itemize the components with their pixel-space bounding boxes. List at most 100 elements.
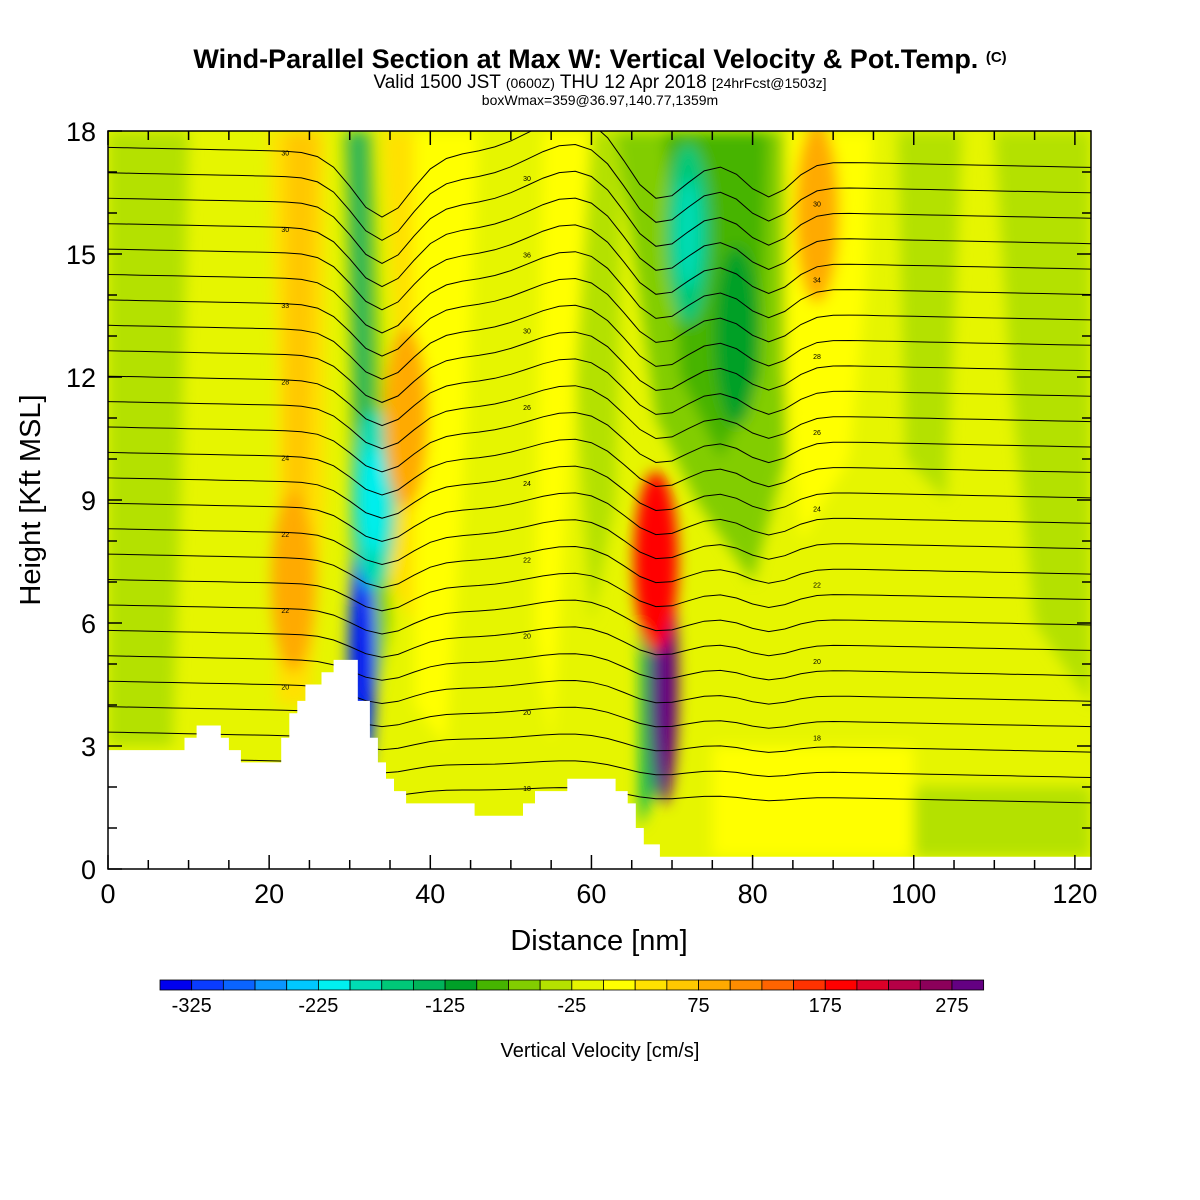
theta-contour	[108, 197, 1091, 288]
theta-contour	[108, 599, 1091, 635]
colorbar-swatch	[413, 979, 446, 991]
contour-label: 24	[523, 481, 531, 488]
y-tick-labels: 0 3 6 9 12 15 18	[66, 117, 96, 885]
velocity-core	[643, 507, 669, 616]
colorbar-swatch	[698, 979, 731, 991]
field-band	[535, 131, 592, 746]
theta-contour	[108, 170, 1091, 264]
valid-prefix: Valid 1500 JST	[373, 72, 501, 93]
theta-contour	[108, 438, 1091, 496]
theta-contour	[108, 653, 1091, 681]
theta-contour	[108, 385, 1091, 450]
theta-contour	[108, 304, 1091, 380]
colorbar-tick-labels: -325 -225 -125 -25 75 175 275	[172, 995, 969, 1017]
contour-label: 34	[813, 278, 821, 285]
theta-contour	[108, 679, 1091, 705]
contour-label: 28	[281, 379, 289, 386]
colorbar-swatch	[381, 979, 414, 991]
x-tick-labels: 0 20 40 60 80 100 120	[100, 879, 1097, 909]
x-tick-label: 80	[738, 879, 768, 909]
x-tick-label: 40	[415, 879, 445, 909]
velocity-core	[676, 179, 701, 288]
box-info: boxWmax=359@36.97,140.77,1359m	[481, 92, 719, 108]
theta-contour	[108, 251, 1091, 334]
colorbar	[159, 979, 985, 991]
theta-contour	[108, 143, 1091, 241]
contour-label: 30	[281, 151, 289, 158]
contour-label: 24	[813, 506, 821, 513]
y-tick-label: 6	[81, 609, 96, 639]
colorbar-swatch	[317, 979, 351, 991]
colorbar-swatch	[603, 979, 636, 991]
colorbar-swatch	[571, 979, 604, 991]
field-band	[897, 131, 963, 500]
plot-area: 30 30 30 30 36 34 33 30 28 28 26 26 24 24 24 22 22 22 22 20…	[108, 131, 1091, 869]
colorbar-swatch	[856, 979, 890, 991]
field-band	[994, 131, 1091, 705]
theta-contour	[108, 757, 1091, 778]
velocity-core	[354, 592, 370, 736]
y-tick-label: 18	[66, 117, 96, 147]
theta-contour	[108, 731, 1091, 753]
forecast-info: [24hrFcst@1503z]	[711, 75, 827, 91]
colorbar-tick-label: 275	[935, 995, 968, 1017]
chart-title-text: Wind-Parallel Section at Max W: Vertical…	[193, 44, 979, 74]
y-tick-label: 9	[81, 486, 96, 516]
contour-label: 33	[281, 303, 289, 310]
colorbar-swatch	[539, 979, 573, 991]
colorbar-tick-label: 75	[687, 995, 709, 1017]
theta-contour	[108, 572, 1091, 612]
theta-contour	[108, 224, 1091, 311]
colorbar-tick-label: -125	[425, 995, 465, 1017]
colorbar-swatch	[729, 979, 763, 991]
y-tick-label: 15	[66, 240, 96, 270]
contour-label: 18	[813, 735, 821, 742]
colorbar-swatch	[888, 979, 921, 991]
theta-contour	[108, 465, 1091, 519]
x-tick-label: 20	[254, 879, 284, 909]
colorbar-swatch	[634, 979, 668, 991]
field-band	[575, 131, 624, 623]
velocity-core	[361, 446, 386, 554]
x-tick-label: 60	[576, 879, 606, 909]
theta-contour	[108, 131, 1091, 218]
field-band	[712, 746, 914, 857]
x-tick-label: 0	[100, 879, 115, 909]
colorbar-swatch	[191, 979, 224, 991]
contour-label: 36	[523, 252, 531, 259]
colorbar-tick-label: -325	[172, 995, 212, 1017]
contour-label: 24	[281, 456, 289, 463]
theta-contour	[108, 358, 1091, 427]
colorbar-tick-label: 175	[809, 995, 842, 1017]
contour-label: 20	[523, 710, 531, 717]
colorbar-swatch	[666, 979, 699, 991]
x-tick-label: 100	[891, 879, 936, 909]
colorbar-swatch	[476, 979, 509, 991]
contour-label: 22	[281, 532, 289, 539]
field-band	[108, 131, 189, 746]
contour-label: 28	[813, 354, 821, 361]
contour-label: 22	[281, 608, 289, 615]
contour-label: 30	[523, 176, 531, 183]
contour-label: 26	[813, 430, 821, 437]
colorbar-swatch	[159, 979, 193, 991]
colorbar-swatch	[286, 979, 319, 991]
axis-ticks	[107, 130, 1091, 870]
colorbar-swatch	[824, 979, 858, 991]
contour-label: 26	[523, 405, 531, 412]
theta-contours: 30 30 30 30 36 34 33 30 28 28 26 26 24 24 24 22 22 22 22 20…	[108, 131, 1091, 804]
field-band	[913, 787, 1091, 857]
y-axis-label: Height [Kft MSL]	[15, 394, 47, 605]
contour-label: 20	[813, 659, 821, 666]
theta-contour	[108, 706, 1091, 729]
contour-label: 22	[813, 583, 821, 590]
theta-contour	[108, 626, 1091, 658]
colorbar-swatch	[951, 979, 985, 991]
chart-subtitle: Valid 1500 JST (0600Z) THU 12 Apr 2018 […	[0, 72, 1200, 94]
colorbar-swatch	[793, 979, 826, 991]
colorbar-tick-label: -225	[298, 995, 338, 1017]
contour-label: 30	[813, 201, 821, 208]
velocity-feature	[384, 328, 429, 508]
y-tick-label: 0	[81, 855, 96, 885]
